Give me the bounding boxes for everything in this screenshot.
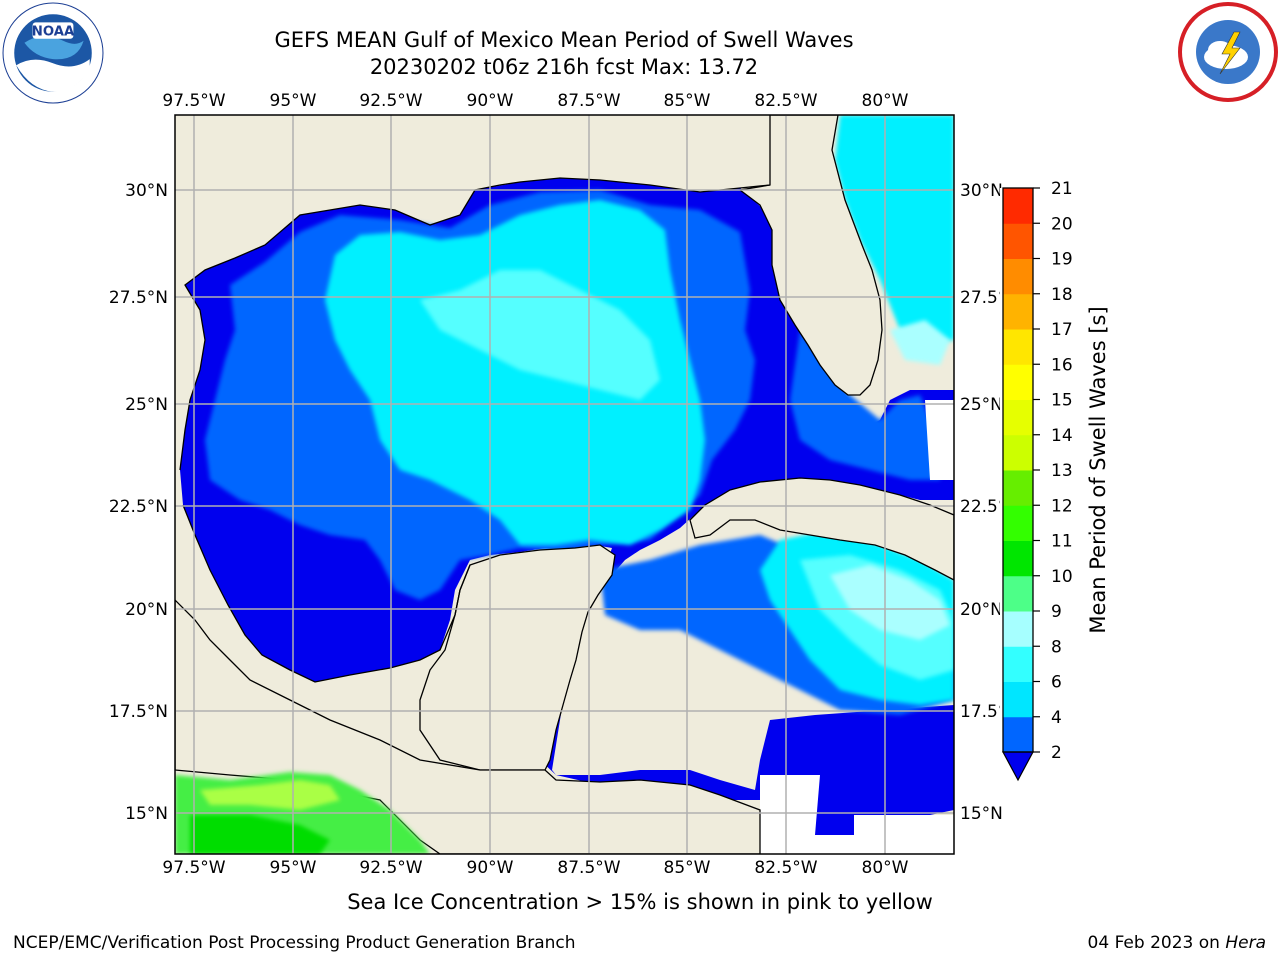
lat-tick: 17.5°N [109,702,168,722]
lon-tick: 90°W [467,91,514,111]
colorbar-swatch [1003,188,1033,224]
plot-title: GEFS MEAN Gulf of Mexico Mean Period of … [274,28,854,52]
coastline [179,177,771,683]
pacific-colored-region-2 [200,780,340,810]
lat-tick: 25°N [125,395,168,415]
plot-subtitle: 20230202 t06z 216h fcst Max: 13.72 [369,55,759,79]
lon-tick: 95°W [270,91,317,111]
colorbar-swatch [1003,646,1033,682]
lon-tick: 85°W [664,91,711,111]
colorbar-swatch [1003,575,1033,612]
yucatan-land [419,544,616,771]
lat-tick: 30°N [960,181,1003,201]
colorbar-tick-label: 16 [1051,355,1073,375]
noaa-logo: NOAA [2,2,104,104]
colorbar-swatch [1003,434,1033,471]
colorbar-tick-label: 15 [1051,391,1073,411]
colorbar-tick-label: 11 [1051,532,1073,552]
lon-tick: 92.5°W [359,858,422,878]
footer-credit: NCEP/EMC/Verification Post Processing Pr… [13,933,576,953]
colorbar-swatch [1003,293,1033,330]
lon-tick: 82.5°W [754,858,817,878]
colorbar-tick-label: 13 [1051,461,1073,481]
footer-host: Hera [1225,933,1266,953]
lon-tick: 87.5°W [557,858,620,878]
lat-tick: 20°N [960,600,1003,620]
colorbar-swatch [1003,681,1033,718]
lon-tick: 80°W [862,91,909,111]
sea-ice-note-text: Sea Ice Concentration > 15% is shown in … [347,890,933,914]
colorbar-label: Mean Period of Swell Waves [s] [1086,306,1110,634]
colorbar-swatch [1003,329,1033,365]
lon-ticks-top: 97.5°W 95°W 92.5°W 90°W 87.5°W 85°W 82.5… [162,91,908,111]
florida-land [738,115,883,396]
lat-ticks-right: 30°N 27.5°N 25°N 22.5°N 20°N 17.5°N 15°N [960,181,1019,824]
colorbar-tick-label: 9 [1051,602,1062,622]
lon-tick: 97.5°W [162,858,225,878]
map-panel [175,115,954,854]
colorbar-tick-label: 19 [1051,250,1073,270]
colorbar-tick-label: 10 [1051,567,1073,587]
map-frame [174,114,955,855]
colorbar-swatch [1003,223,1033,259]
swell-zone-4-6s-atlantic [835,115,954,345]
nws-logo [1178,2,1278,102]
colorbar-swatch [1003,611,1033,647]
svg-text:NOAA: NOAA [32,25,75,40]
colorbar-swatch [1003,258,1033,295]
lat-tick: 20°N [125,600,168,620]
lat-tick: 15°N [960,804,1003,824]
sea-ice-note: Sea Ice Concentration > 15% is shown in … [0,890,1280,914]
colorbar-swatch [1003,716,1033,753]
swell-zone-8-9s [830,565,950,640]
colorbar-swatches [1003,188,1033,753]
colorbar-swatch [1003,540,1033,577]
lat-tick: 25°N [960,395,1003,415]
lon-ticks-bottom: 97.5°W 95°W 92.5°W 90°W 87.5°W 85°W 82.5… [162,858,908,878]
lat-tick: 27.5°N [109,288,168,308]
colorbar-swatch [1003,364,1033,400]
colorbar-tick-label: 17 [1051,320,1073,340]
lat-ticks-left: 30°N 27.5°N 25°N 22.5°N 20°N 17.5°N 15°N [109,181,168,824]
swell-zone-8-9s-atlantic [890,320,950,365]
colorbar-tick-label: 21 [1051,179,1073,199]
colorbar-tick-label: 2 [1051,743,1062,763]
colorbar-ticks: 2 4 6 8 9 10 11 12 13 14 15 16 17 18 19 20 21 [1033,179,1073,763]
colorbar-tick-label: 18 [1051,285,1073,305]
lat-tick: 22.5°N [109,497,168,517]
swell-zone-4-6s [325,200,705,545]
lon-tick: 80°W [862,858,909,878]
lon-tick: 87.5°W [557,91,620,111]
lon-tick: 85°W [664,858,711,878]
colorbar-tick-label: 6 [1051,673,1062,693]
lat-tick: 15°N [125,804,168,824]
swell-zone-6-8s [420,270,660,400]
colorbar-tick-label: 14 [1051,426,1073,446]
cuba-land [689,477,954,581]
graticule [175,115,954,854]
lon-tick: 90°W [467,858,514,878]
footer-date: 04 Feb 2023 on Hera [1088,933,1266,953]
lat-tick: 30°N [125,181,168,201]
colorbar-tick-label: 8 [1051,637,1062,657]
colorbar: 2 4 6 8 9 10 11 12 13 14 15 16 17 18 19 20 21 [1000,179,1073,782]
colorbar-tick-label: 12 [1051,496,1073,516]
swell-zone-2-4s-east [790,330,940,480]
colorbar-extend-arrow [1001,751,1035,782]
colorbar-tick-label: 4 [1051,708,1062,728]
colorbar-tick-label: 20 [1051,214,1073,234]
no-data-area-2 [925,400,954,480]
footer-date-text: 04 Feb 2023 on [1087,933,1220,953]
lon-tick: 82.5°W [754,91,817,111]
central-america-land [175,599,761,854]
colorbar-swatch [1003,470,1033,506]
lon-tick: 97.5°W [162,91,225,111]
lon-tick: 95°W [270,858,317,878]
no-data-area [760,775,954,854]
colorbar-swatch [1003,399,1033,436]
lon-tick: 92.5°W [359,91,422,111]
colorbar-swatch [1003,505,1033,541]
pacific-colored-region-3 [190,815,330,854]
